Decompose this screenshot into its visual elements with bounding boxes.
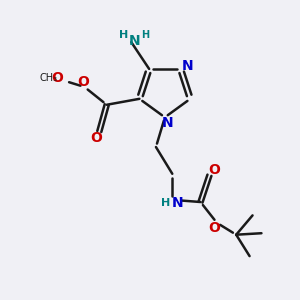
Text: O: O [52,71,64,85]
Text: O: O [77,75,89,88]
Text: O: O [208,163,220,177]
Text: H: H [142,30,150,40]
Text: H: H [161,198,170,208]
Text: N: N [128,34,140,48]
Text: N: N [162,116,174,130]
Text: N: N [181,59,193,73]
Text: CH₃: CH₃ [40,73,58,83]
Text: N: N [172,196,184,210]
Text: O: O [208,221,220,235]
Text: H: H [119,30,128,40]
Text: O: O [90,131,102,145]
